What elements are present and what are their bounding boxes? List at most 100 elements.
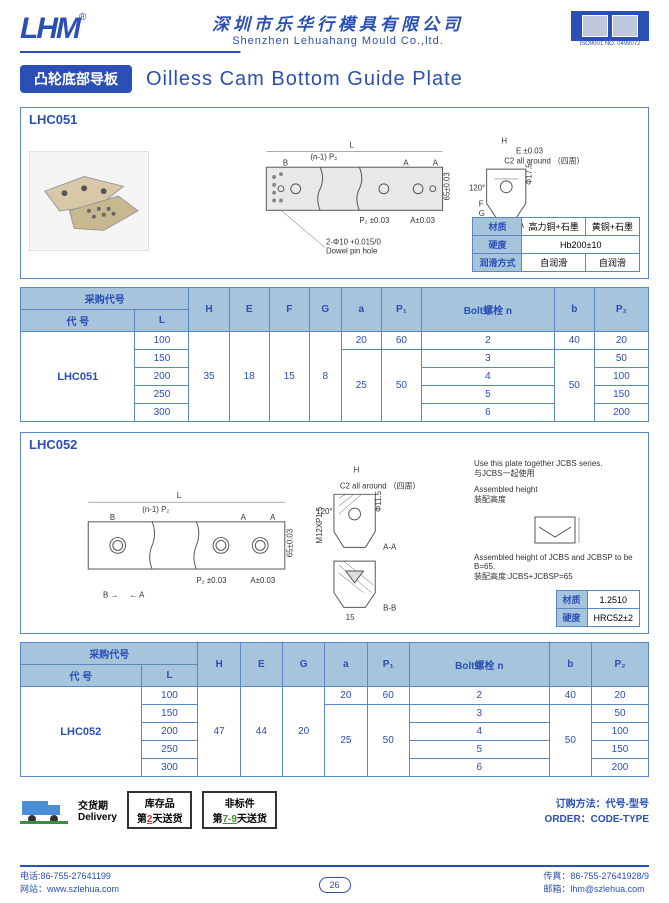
svg-text:← A: ← A (130, 591, 146, 600)
svg-text:A: A (270, 513, 276, 522)
footer-mail: 邮箱：lhm@szlehua.com (543, 884, 644, 894)
product-box-lhc051: LHC051 (20, 107, 649, 279)
delivery-label: 交货期 Delivery (78, 797, 117, 823)
t1-bolt: Bolt螺栓 n (421, 288, 554, 332)
t1-Ev: 18 (229, 332, 269, 422)
t1-Fv: 15 (269, 332, 309, 422)
spec-table-2: 材质1.2510 硬度HRC52±2 (556, 590, 640, 627)
t1-Hv: 35 (189, 332, 229, 422)
data-table-1: 采购代号 H E F G a P₁ Bolt螺栓 n b P₂ 代 号 L LH… (20, 287, 649, 422)
logo: LHM® (20, 12, 105, 46)
t1-P1: P₁ (381, 288, 421, 332)
t1-H: H (189, 288, 229, 332)
t1-r0-P2: 20 (594, 332, 648, 350)
t2-P1: P₁ (367, 643, 409, 687)
svg-text:Φ11.5: Φ11.5 (374, 490, 383, 512)
t2-H: H (198, 643, 240, 687)
t2-P2: P₂ (592, 643, 649, 687)
company-block: 深圳市乐华行模具有限公司 Shenzhen Lehuahang Mould Co… (117, 10, 559, 47)
footer-fax: 传真：86-755-27641928/9 (543, 871, 649, 881)
svg-text:15: 15 (346, 613, 355, 622)
svg-text:E ±0.03: E ±0.03 (516, 147, 544, 156)
spec-material-v1: 高力铜+石墨 (522, 218, 585, 236)
footer-web: 网站：www.szlehua.com (20, 884, 119, 894)
company-name-zh: 深圳市乐华行模具有限公司 (117, 10, 559, 35)
footer-tel: 电话:86-755-27641199 (20, 871, 111, 881)
t2-purchase: 采购代号 (21, 643, 198, 665)
svg-text:F: F (479, 199, 484, 208)
product-photo-1 (29, 151, 149, 251)
product-box-lhc052: LHC052 L (n-1) P₂ B A A P₂ ±0.0 (20, 432, 649, 634)
title-zh: 凸轮底部导板 (20, 65, 132, 93)
delivery-en: Delivery (78, 812, 117, 823)
t1-E: E (229, 288, 269, 332)
t2-E: E (240, 643, 282, 687)
svg-text:65±0.03: 65±0.03 (442, 172, 451, 201)
note-l3zh: 装配高度:JCBS+JCBSP=65 (474, 571, 636, 582)
t2-b: b (549, 643, 591, 687)
t1-purchase: 采购代号 (21, 288, 189, 310)
note-l2: Assembled height (474, 485, 636, 494)
spec-table-1: 材质高力铜+石墨黄铜+石墨 硬度Hb200±10 润滑方式自润滑自润滑 (472, 217, 640, 272)
svg-text:120°: 120° (469, 184, 485, 193)
svg-text:C2 all around （四周）: C2 all around （四周） (504, 156, 584, 165)
t1-G: G (309, 288, 341, 332)
spec-material-h: 材质 (473, 218, 522, 236)
t1-Gv: 8 (309, 332, 341, 422)
product-code-2: LHC052 (29, 437, 77, 452)
order-zh: 订购方法：代号-型号 (545, 795, 649, 810)
data-table-2: 采购代号 H E G a P₁ Bolt螺栓 n b P₂ 代 号 L LHC0… (20, 642, 649, 777)
t1-b: b (554, 288, 594, 332)
svg-text:B: B (110, 513, 115, 522)
note-l1: Use this plate together JCBS series. (474, 459, 636, 468)
page-header: LHM® 深圳市乐华行模具有限公司 Shenzhen Lehuahang Mou… (20, 10, 649, 47)
company-name-en: Shenzhen Lehuahang Mould Co.,ltd. (117, 35, 559, 47)
svg-text:H: H (501, 137, 507, 146)
svg-text:A: A (433, 158, 439, 167)
svg-text:M12XP1.5: M12XP1.5 (315, 506, 324, 543)
nonstd-h: 非标件 (212, 795, 266, 810)
svg-text:A-A: A-A (383, 542, 397, 551)
spec-lub-v2: 自润滑 (585, 254, 639, 272)
spec-hardness-v: Hb200±10 (522, 236, 640, 254)
svg-text:P₂ ±0.03: P₂ ±0.03 (196, 576, 227, 585)
t2-code-h: 代 号 (21, 665, 142, 687)
spec-lub-h: 润滑方式 (473, 254, 522, 272)
delivery-row: 交货期 Delivery 库存品 第2天送货 非标件 第7-9天送货 订购方法：… (20, 791, 649, 829)
delivery-zh: 交货期 (78, 797, 117, 812)
t2-a: a (325, 643, 367, 687)
note-diagram-icon (525, 509, 585, 549)
order-en: ORDER：CODE-TYPE (545, 810, 649, 825)
title-en: Oilless Cam Bottom Guide Plate (146, 68, 463, 91)
spec2-hard-h: 硬度 (556, 609, 587, 627)
svg-text:A: A (403, 158, 409, 167)
spec2-mat-h: 材质 (556, 591, 587, 609)
cert-text: ISO9001 NO. 0499072 (571, 41, 649, 47)
t2-L-h: L (141, 665, 198, 687)
delivery-nonstd: 非标件 第7-9天送货 (202, 791, 276, 829)
note-l3: Assembled height of JCBS and JCBSP to be… (474, 553, 636, 571)
svg-text:B →: B → (103, 591, 118, 600)
page-number: 26 (319, 877, 351, 893)
svg-text:A±0.03: A±0.03 (250, 576, 275, 585)
spec-material-v2: 黄铜+石墨 (585, 218, 639, 236)
svg-text:H: H (354, 466, 360, 475)
t2-G: G (283, 643, 325, 687)
t1-r0-P1: 60 (381, 332, 421, 350)
stock-v: 第2天送货 (137, 810, 183, 825)
spec2-hard-v: HRC52±2 (587, 609, 639, 627)
svg-text:A±0.03: A±0.03 (410, 216, 435, 225)
truck-icon (20, 795, 68, 825)
nonstd-v: 第7-9天送货 (212, 810, 266, 825)
order-text: 订购方法：代号-型号 ORDER：CODE-TYPE (545, 795, 649, 825)
note-l1zh: 与JCBS一起使用 (474, 468, 636, 479)
drawing-2: L (n-1) P₂ B A A P₂ ±0.03 A±0.03 B → ← A… (29, 455, 462, 627)
delivery-stock: 库存品 第2天送货 (127, 791, 193, 829)
t1-code: LHC051 (21, 332, 135, 422)
svg-text:2-Φ10 +0.015/0: 2-Φ10 +0.015/0 (326, 238, 381, 247)
t1-code-h: 代 号 (21, 310, 135, 332)
cert-badge: ISO9001 NO. 0499072 (571, 11, 649, 47)
t2-code: LHC052 (21, 687, 142, 777)
spec-hardness-h: 硬度 (473, 236, 522, 254)
registered-icon: ® (79, 12, 86, 23)
